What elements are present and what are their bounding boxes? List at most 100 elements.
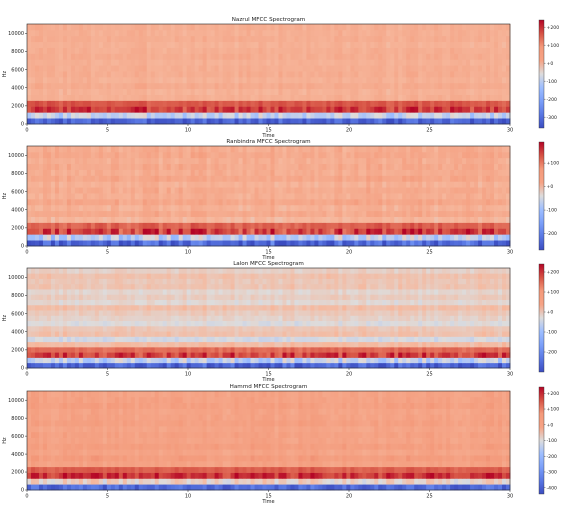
- heatmap-cell: [310, 204, 315, 212]
- heatmap-cell: [178, 210, 184, 217]
- heatmap-cell: [114, 336, 120, 343]
- heatmap-cell: [170, 228, 176, 235]
- heatmap-cell: [322, 59, 327, 66]
- heatmap-cell: [114, 181, 120, 188]
- heatmap-cell: [458, 29, 463, 37]
- heatmap-cell: [450, 198, 455, 206]
- heatmap-cell: [362, 118, 367, 125]
- heatmap-cell: [290, 228, 295, 235]
- heatmap-cell: [402, 59, 407, 66]
- heatmap-cell: [38, 163, 44, 170]
- heatmap-cell: [382, 163, 387, 170]
- heatmap-cell: [390, 53, 395, 60]
- heatmap-cell: [170, 216, 176, 223]
- heatmap-cell: [154, 53, 160, 60]
- heatmap-cell: [482, 181, 487, 188]
- heatmap-cell: [170, 41, 176, 48]
- heatmap-cell: [326, 157, 331, 165]
- heatmap-cell: [62, 29, 68, 37]
- heatmap-cell: [130, 362, 136, 369]
- heatmap-cell: [154, 228, 160, 235]
- heatmap-cell: [370, 234, 375, 241]
- heatmap-cell: [198, 210, 204, 217]
- heatmap-cell: [54, 106, 60, 113]
- heatmap-cell: [382, 47, 387, 54]
- heatmap-cell: [286, 94, 291, 101]
- heatmap-cell: [478, 157, 483, 165]
- heatmap-cell: [134, 357, 140, 364]
- heatmap-cell: [226, 100, 231, 107]
- heatmap-cell: [154, 175, 160, 182]
- heatmap-cell: [106, 47, 112, 54]
- heatmap-cell: [410, 163, 415, 170]
- heatmap-cell: [314, 210, 319, 217]
- heatmap-cell: [378, 82, 383, 90]
- heatmap-cell: [490, 35, 495, 43]
- heatmap-cell: [266, 157, 271, 165]
- heatmap-cell: [42, 204, 48, 212]
- heatmap-cell: [158, 362, 164, 369]
- heatmap-cell: [66, 169, 72, 176]
- heatmap-cell: [170, 240, 176, 247]
- heatmap-cell: [410, 181, 415, 188]
- heatmap-cell: [442, 198, 447, 206]
- heatmap-cell: [506, 59, 511, 66]
- heatmap-cell: [306, 234, 311, 241]
- heatmap-cell: [482, 362, 487, 369]
- heatmap-cell: [42, 181, 48, 188]
- heatmap-cell: [430, 198, 435, 206]
- heatmap-cell: [374, 35, 379, 43]
- heatmap-cell: [466, 163, 471, 170]
- heatmap-cell: [442, 341, 447, 348]
- heatmap-cell: [130, 175, 136, 182]
- heatmap-cell: [382, 240, 387, 247]
- heatmap-cell: [366, 88, 371, 95]
- heatmap-cell: [274, 187, 279, 194]
- heatmap-cell: [378, 53, 383, 60]
- heatmap-cell: [94, 240, 100, 247]
- heatmap-cell: [54, 198, 60, 206]
- heatmap-cell: [198, 362, 204, 369]
- heatmap-cell: [486, 35, 491, 43]
- heatmap-cell: [234, 204, 239, 212]
- heatmap-cell: [146, 193, 152, 200]
- heatmap-cell: [494, 76, 499, 84]
- heatmap-cell: [322, 357, 327, 364]
- heatmap-cell: [466, 157, 471, 165]
- heatmap-cell: [70, 71, 76, 78]
- heatmap-cell: [290, 362, 295, 369]
- heatmap-cell: [266, 357, 271, 364]
- x-tick-label: 0: [25, 128, 28, 134]
- heatmap-cell: [166, 76, 172, 84]
- heatmap-cell: [298, 357, 303, 364]
- heatmap-cell: [194, 362, 200, 369]
- heatmap-cell: [482, 106, 487, 113]
- heatmap-cell: [350, 169, 355, 176]
- heatmap-cell: [226, 151, 231, 159]
- heatmap-cell: [74, 163, 80, 170]
- heatmap-cell: [174, 341, 180, 348]
- heatmap-cell: [450, 222, 455, 229]
- heatmap-cell: [270, 341, 275, 348]
- heatmap-cell: [62, 163, 68, 170]
- heatmap-cell: [494, 71, 499, 78]
- heatmap-cell: [74, 71, 80, 78]
- heatmap-cell: [270, 35, 275, 43]
- heatmap-cell: [378, 181, 383, 188]
- heatmap-cell: [390, 234, 395, 241]
- heatmap-cell: [470, 41, 475, 48]
- heatmap-cell: [494, 336, 499, 343]
- heatmap-cell: [322, 157, 327, 165]
- heatmap-cell: [138, 352, 144, 358]
- heatmap-cell: [198, 106, 204, 113]
- heatmap-cell: [386, 157, 391, 165]
- heatmap-cell: [27, 352, 32, 358]
- heatmap-cell: [482, 357, 487, 364]
- heatmap-cell: [162, 76, 168, 84]
- heatmap-cell: [170, 163, 176, 170]
- heatmap-cell: [210, 228, 216, 235]
- heatmap-cell: [330, 216, 335, 223]
- heatmap-cell: [170, 106, 176, 113]
- heatmap-cell: [358, 181, 363, 188]
- heatmap-cell: [462, 222, 467, 229]
